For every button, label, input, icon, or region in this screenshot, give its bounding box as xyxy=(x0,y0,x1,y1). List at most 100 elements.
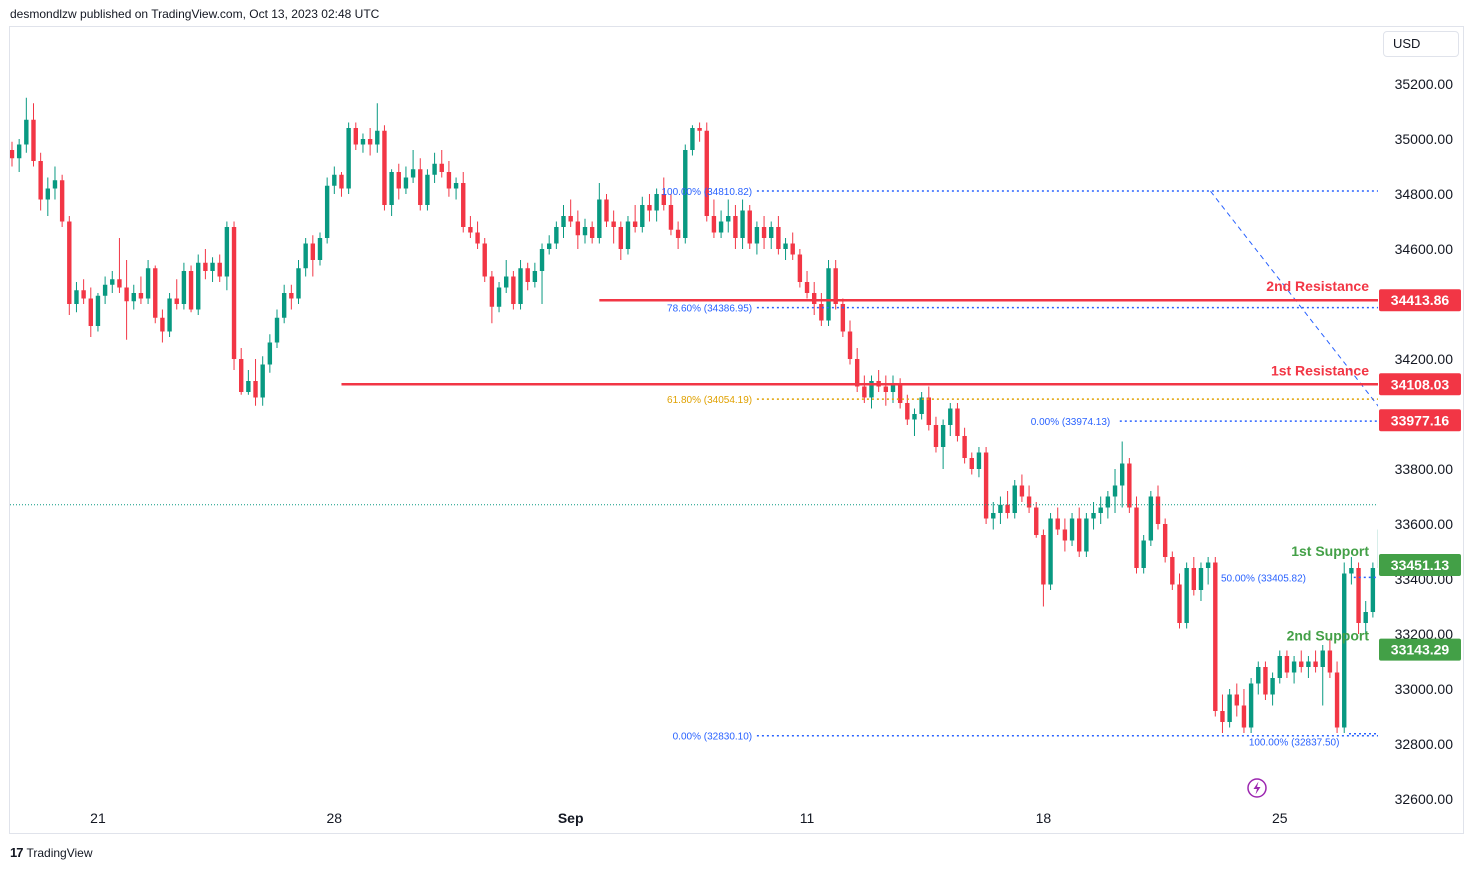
level-price-tag xyxy=(1379,553,1461,576)
candle-body xyxy=(1234,694,1239,706)
candle-body xyxy=(1034,507,1039,535)
candle-body xyxy=(1148,496,1154,541)
y-tick-label: 33800.00 xyxy=(1395,461,1454,477)
candle-body xyxy=(1363,612,1368,623)
x-tick-label: 28 xyxy=(327,810,343,826)
candle-body xyxy=(833,268,838,304)
y-tick-label: 33200.00 xyxy=(1395,626,1454,642)
candle-body xyxy=(697,128,702,131)
fib-level-label: 0.00% (33974.13) xyxy=(1031,417,1111,428)
candle-body xyxy=(317,238,323,260)
currency-selector[interactable]: USD xyxy=(1383,31,1459,57)
candle-body xyxy=(504,276,509,288)
candle-body xyxy=(482,243,487,277)
candle-body xyxy=(1220,711,1225,722)
x-axis: 2128Sep111825Oct916 xyxy=(90,810,1288,826)
candle-body xyxy=(489,276,495,307)
candle-body xyxy=(1449,480,1453,508)
candle-body xyxy=(1184,568,1189,623)
candle-body xyxy=(1227,694,1232,722)
candle-body xyxy=(367,139,373,145)
y-tick-label: 33600.00 xyxy=(1395,516,1454,532)
candle-body xyxy=(188,271,194,310)
lightning-icon[interactable] xyxy=(1247,778,1267,798)
candle-body xyxy=(1162,524,1168,557)
candle-body xyxy=(403,177,409,189)
candle-body xyxy=(224,227,230,277)
candle-body xyxy=(625,221,631,249)
candle-body xyxy=(1170,557,1175,585)
x-tick-label: Sep xyxy=(558,810,584,826)
candle-body xyxy=(690,128,695,150)
y-tick-label: 32600.00 xyxy=(1395,791,1454,807)
tradingview-branding[interactable]: 17 TradingView xyxy=(10,845,93,860)
candle-body xyxy=(897,383,903,403)
candle-body xyxy=(110,279,115,285)
candle-body xyxy=(117,279,122,288)
candle-body xyxy=(783,243,788,249)
candle-body xyxy=(976,452,982,469)
plot-area[interactable]: 100.00% (34810.82) 78.60% (34386.95) 61.80… xyxy=(10,97,1474,749)
candle-body xyxy=(1005,504,1010,513)
candle-body xyxy=(1370,568,1376,612)
candle-body xyxy=(1284,656,1290,673)
candle-body xyxy=(360,139,366,145)
current-price-tag xyxy=(1379,409,1461,432)
candle-body xyxy=(1421,480,1425,491)
candle-body xyxy=(812,293,817,304)
candle-body xyxy=(1320,650,1325,667)
publisher-caption: desmondlzw published on TradingView.com,… xyxy=(10,7,380,21)
candle-body xyxy=(468,227,473,233)
candle-body xyxy=(67,221,72,304)
candle-body xyxy=(525,268,530,282)
candle-body xyxy=(847,331,853,359)
candle-body xyxy=(1069,518,1075,541)
candle-body xyxy=(95,295,101,326)
candle-body xyxy=(1127,463,1132,508)
candle-body xyxy=(432,163,437,175)
candle-body xyxy=(683,150,688,238)
fib-level-label: 100.00% (32837.50) xyxy=(1249,738,1340,749)
candle-body xyxy=(382,130,387,205)
fib-level-label: 0.00% (32830.10) xyxy=(673,732,753,743)
candle-body xyxy=(733,216,738,238)
candle-body xyxy=(940,425,946,447)
candle-body xyxy=(983,452,989,519)
candle-body xyxy=(518,268,523,304)
level-name: 2nd Resistance xyxy=(1266,278,1369,294)
candle-body xyxy=(52,180,58,189)
level-name: 1st Support xyxy=(1291,543,1369,559)
candle-body xyxy=(740,210,745,238)
candle-body xyxy=(174,298,179,304)
candle-body xyxy=(797,254,803,282)
candle-body xyxy=(826,268,831,321)
candle-body xyxy=(425,174,430,205)
candle-body xyxy=(339,174,344,189)
level-price-text: 34108.03 xyxy=(1391,376,1450,392)
candle-body xyxy=(274,317,280,343)
fib-level-label: 78.60% (34386.95) xyxy=(667,304,752,315)
candle-body xyxy=(597,199,602,238)
level-price-tag xyxy=(1379,289,1461,312)
candle-body xyxy=(1098,507,1103,513)
candle-body xyxy=(912,414,917,420)
candle-body xyxy=(1263,667,1268,695)
candle-body xyxy=(1270,678,1275,695)
candle-body xyxy=(396,172,401,189)
candle-body xyxy=(1084,518,1089,552)
tradingview-logo-icon: 17 xyxy=(10,845,24,860)
candle-body xyxy=(475,232,480,244)
chart-frame xyxy=(9,26,1464,834)
candle-body xyxy=(1464,453,1468,459)
level-price-text: 33143.29 xyxy=(1391,642,1450,658)
candle-body xyxy=(926,397,931,425)
candle-body xyxy=(1026,496,1032,508)
candle-body xyxy=(776,227,781,249)
y-tick-label: 34600.00 xyxy=(1395,241,1454,257)
candle-body xyxy=(138,293,144,299)
candle-body xyxy=(289,293,294,299)
candle-body xyxy=(246,381,251,392)
candle-body xyxy=(310,243,316,260)
candle-body xyxy=(181,271,187,304)
